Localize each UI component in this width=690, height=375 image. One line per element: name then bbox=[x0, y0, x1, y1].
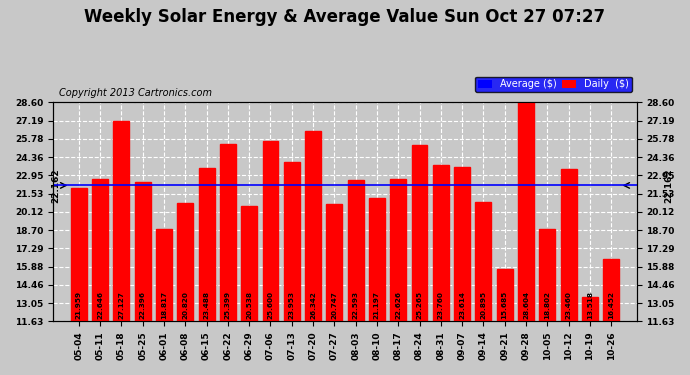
Text: 22.162: 22.162 bbox=[51, 168, 60, 203]
Bar bbox=[603, 259, 619, 321]
Text: Copyright 2013 Cartronics.com: Copyright 2013 Cartronics.com bbox=[59, 88, 213, 98]
Bar bbox=[348, 180, 364, 321]
Text: 25.265: 25.265 bbox=[417, 291, 422, 319]
Text: 18.817: 18.817 bbox=[161, 291, 167, 319]
Bar bbox=[433, 165, 448, 321]
Bar bbox=[326, 204, 342, 321]
Text: 23.614: 23.614 bbox=[459, 291, 465, 319]
Bar bbox=[391, 180, 406, 321]
Text: 25.399: 25.399 bbox=[225, 291, 231, 319]
Bar bbox=[475, 202, 491, 321]
Text: 20.895: 20.895 bbox=[480, 291, 486, 319]
Text: 22.646: 22.646 bbox=[97, 291, 104, 319]
Text: 27.127: 27.127 bbox=[119, 291, 124, 319]
Bar bbox=[411, 146, 428, 321]
Text: 22.396: 22.396 bbox=[140, 291, 146, 319]
Text: Weekly Solar Energy & Average Value Sun Oct 27 07:27: Weekly Solar Energy & Average Value Sun … bbox=[84, 8, 606, 26]
Text: 25.600: 25.600 bbox=[268, 291, 273, 319]
Text: 15.685: 15.685 bbox=[502, 291, 508, 319]
Bar bbox=[369, 198, 385, 321]
Text: 22.626: 22.626 bbox=[395, 291, 401, 319]
Bar bbox=[284, 162, 299, 321]
Text: 26.342: 26.342 bbox=[310, 291, 316, 319]
Text: 13.518: 13.518 bbox=[586, 291, 593, 319]
Text: 20.820: 20.820 bbox=[182, 291, 188, 319]
Bar bbox=[305, 132, 321, 321]
Bar bbox=[540, 229, 555, 321]
Bar bbox=[454, 166, 470, 321]
Bar bbox=[156, 229, 172, 321]
Bar bbox=[518, 102, 534, 321]
Bar bbox=[220, 144, 236, 321]
Bar bbox=[497, 269, 513, 321]
Text: 22.593: 22.593 bbox=[353, 291, 359, 319]
Bar bbox=[92, 179, 108, 321]
Bar bbox=[262, 141, 279, 321]
Text: 20.538: 20.538 bbox=[246, 291, 253, 319]
Bar bbox=[177, 203, 193, 321]
Bar bbox=[582, 297, 598, 321]
Text: 23.760: 23.760 bbox=[437, 291, 444, 319]
Text: 21.197: 21.197 bbox=[374, 291, 380, 319]
Text: 18.802: 18.802 bbox=[544, 291, 550, 319]
Legend: Average ($), Daily  ($): Average ($), Daily ($) bbox=[475, 76, 632, 92]
Text: 22.162: 22.162 bbox=[664, 168, 673, 203]
Bar bbox=[135, 182, 150, 321]
Text: 20.747: 20.747 bbox=[331, 291, 337, 319]
Bar bbox=[71, 188, 87, 321]
Bar bbox=[241, 206, 257, 321]
Text: 23.460: 23.460 bbox=[566, 291, 571, 319]
Text: 23.488: 23.488 bbox=[204, 291, 210, 319]
Bar bbox=[113, 122, 130, 321]
Text: 23.953: 23.953 bbox=[289, 291, 295, 319]
Text: 21.959: 21.959 bbox=[76, 291, 82, 319]
Bar bbox=[560, 169, 577, 321]
Text: 16.452: 16.452 bbox=[608, 291, 614, 319]
Bar bbox=[199, 168, 215, 321]
Text: 28.604: 28.604 bbox=[523, 291, 529, 319]
